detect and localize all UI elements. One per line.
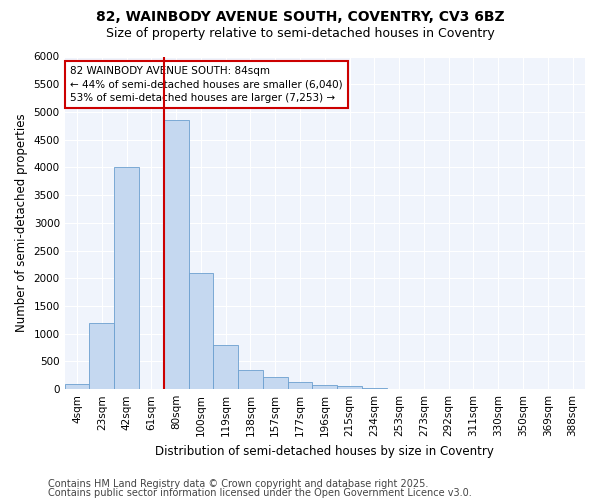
Bar xyxy=(287,382,313,389)
Bar xyxy=(65,384,89,389)
Bar xyxy=(387,388,412,389)
Bar xyxy=(188,272,214,389)
Text: Contains public sector information licensed under the Open Government Licence v3: Contains public sector information licen… xyxy=(48,488,472,498)
Bar xyxy=(263,376,287,389)
Text: Contains HM Land Registry data © Crown copyright and database right 2025.: Contains HM Land Registry data © Crown c… xyxy=(48,479,428,489)
Bar xyxy=(238,370,263,389)
Bar xyxy=(313,385,337,389)
Bar xyxy=(337,386,362,389)
Text: Size of property relative to semi-detached houses in Coventry: Size of property relative to semi-detach… xyxy=(106,28,494,40)
Bar xyxy=(362,388,387,389)
Bar xyxy=(164,120,188,389)
Text: 82 WAINBODY AVENUE SOUTH: 84sqm
← 44% of semi-detached houses are smaller (6,040: 82 WAINBODY AVENUE SOUTH: 84sqm ← 44% of… xyxy=(70,66,343,103)
X-axis label: Distribution of semi-detached houses by size in Coventry: Distribution of semi-detached houses by … xyxy=(155,444,494,458)
Bar xyxy=(214,345,238,389)
Bar xyxy=(114,168,139,389)
Text: 82, WAINBODY AVENUE SOUTH, COVENTRY, CV3 6BZ: 82, WAINBODY AVENUE SOUTH, COVENTRY, CV3… xyxy=(95,10,505,24)
Y-axis label: Number of semi-detached properties: Number of semi-detached properties xyxy=(15,114,28,332)
Bar xyxy=(89,322,114,389)
